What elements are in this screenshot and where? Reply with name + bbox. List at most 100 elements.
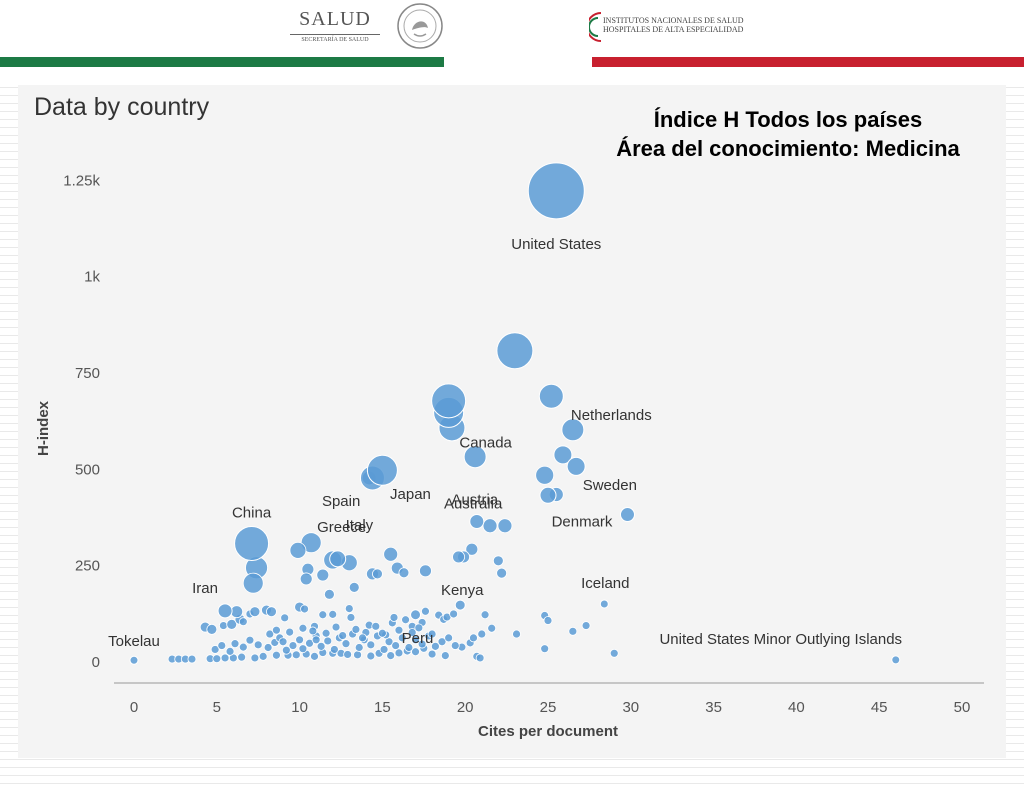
data-point xyxy=(452,550,465,564)
data-point xyxy=(311,635,321,645)
data-point xyxy=(331,622,341,632)
data-point xyxy=(411,635,420,645)
data-point-united-kingdom xyxy=(496,332,534,370)
data-point xyxy=(411,647,420,657)
data-point-sweden xyxy=(561,418,585,442)
data-point-austria xyxy=(469,513,485,529)
data-point xyxy=(187,654,197,664)
chart-panel: Data by country 0 250 500 750 1k 1.25k 0 5 10 15 2… xyxy=(18,85,1006,758)
data-point xyxy=(366,640,376,650)
data-point xyxy=(308,626,318,636)
data-point xyxy=(540,644,550,654)
data-point xyxy=(280,613,290,623)
data-point-germany xyxy=(431,383,467,419)
data-point xyxy=(298,644,308,654)
data-point xyxy=(295,635,305,645)
data-point xyxy=(379,645,389,654)
data-point xyxy=(371,621,381,631)
salud-logo-word: SALUD xyxy=(299,8,371,30)
data-point-switzerland xyxy=(553,445,573,465)
data-point xyxy=(419,564,432,578)
x-tick-label: 45 xyxy=(871,699,888,716)
y-axis-label: H-index xyxy=(35,400,52,456)
slide-header: SALUD SECRETARÍA DE SALUD INSTITUTOS NAC… xyxy=(0,0,1024,70)
data-point xyxy=(242,572,264,594)
x-axis-label: Cites per document xyxy=(478,723,618,740)
data-label: Australia xyxy=(444,496,503,513)
data-point xyxy=(427,649,437,659)
data-point xyxy=(372,568,383,580)
slide-title-line-2: Área del conocimiento: Medicina xyxy=(616,136,960,161)
y-tick-label: 1k xyxy=(84,269,100,286)
data-point xyxy=(401,615,410,625)
data-point xyxy=(278,637,288,647)
data-point xyxy=(543,616,553,625)
data-point xyxy=(318,610,328,620)
data-point xyxy=(391,641,401,650)
x-tick-label: 40 xyxy=(788,699,805,716)
data-label: Netherlands xyxy=(571,407,652,424)
data-point xyxy=(272,625,281,635)
data-point xyxy=(253,640,263,650)
data-label: Denmark xyxy=(552,513,613,530)
data-point xyxy=(353,650,362,660)
y-tick-label: 750 xyxy=(75,365,100,382)
green-header-bar xyxy=(0,57,444,67)
data-point xyxy=(421,606,430,616)
data-point xyxy=(568,626,578,636)
data-point xyxy=(210,645,220,654)
data-point xyxy=(394,625,404,635)
data-point xyxy=(300,604,309,614)
data-label: Iceland xyxy=(581,575,629,592)
data-label: Peru xyxy=(402,630,434,647)
data-point xyxy=(427,629,437,639)
data-point xyxy=(346,613,356,622)
data-point xyxy=(480,610,490,620)
data-label: Greece xyxy=(317,519,366,536)
data-point xyxy=(250,653,260,663)
data-point-iran xyxy=(217,603,233,619)
data-label: Canada xyxy=(459,434,512,451)
data-point xyxy=(414,623,424,633)
data-point xyxy=(437,637,447,647)
data-label: Iran xyxy=(192,580,218,597)
data-point-united-states xyxy=(527,162,585,220)
data-label: United States xyxy=(511,236,601,253)
data-point xyxy=(219,621,228,630)
x-tick-label: 25 xyxy=(540,699,557,716)
data-point xyxy=(266,606,277,618)
data-point xyxy=(328,609,338,619)
data-point xyxy=(329,645,339,654)
data-label: Sweden xyxy=(583,477,637,494)
data-point-iceland xyxy=(599,599,609,609)
data-point xyxy=(487,623,497,633)
data-label: Tokelau xyxy=(108,633,160,650)
data-point xyxy=(316,641,326,651)
data-point xyxy=(237,652,247,662)
data-point xyxy=(430,641,440,651)
data-point xyxy=(217,641,227,650)
data-point xyxy=(450,641,460,650)
data-point xyxy=(407,628,417,637)
data-point xyxy=(263,643,273,652)
salud-logo-subtitle: SECRETARÍA DE SALUD xyxy=(301,37,369,43)
data-point xyxy=(321,628,331,638)
red-header-bar xyxy=(592,57,1024,67)
data-point xyxy=(281,645,291,655)
data-point xyxy=(389,613,399,622)
data-label: Austria xyxy=(451,491,498,508)
data-point xyxy=(351,624,361,634)
data-point xyxy=(383,546,399,562)
data-point xyxy=(272,650,281,660)
data-point xyxy=(348,581,360,593)
x-tick-label: 35 xyxy=(705,699,722,716)
data-point-kenya xyxy=(454,599,466,611)
data-point xyxy=(417,639,427,649)
data-point xyxy=(206,623,218,635)
data-point xyxy=(265,629,275,639)
data-point xyxy=(449,609,459,619)
data-point xyxy=(212,654,222,664)
data-point xyxy=(343,650,353,659)
data-point xyxy=(316,568,330,582)
data-point xyxy=(299,572,313,586)
